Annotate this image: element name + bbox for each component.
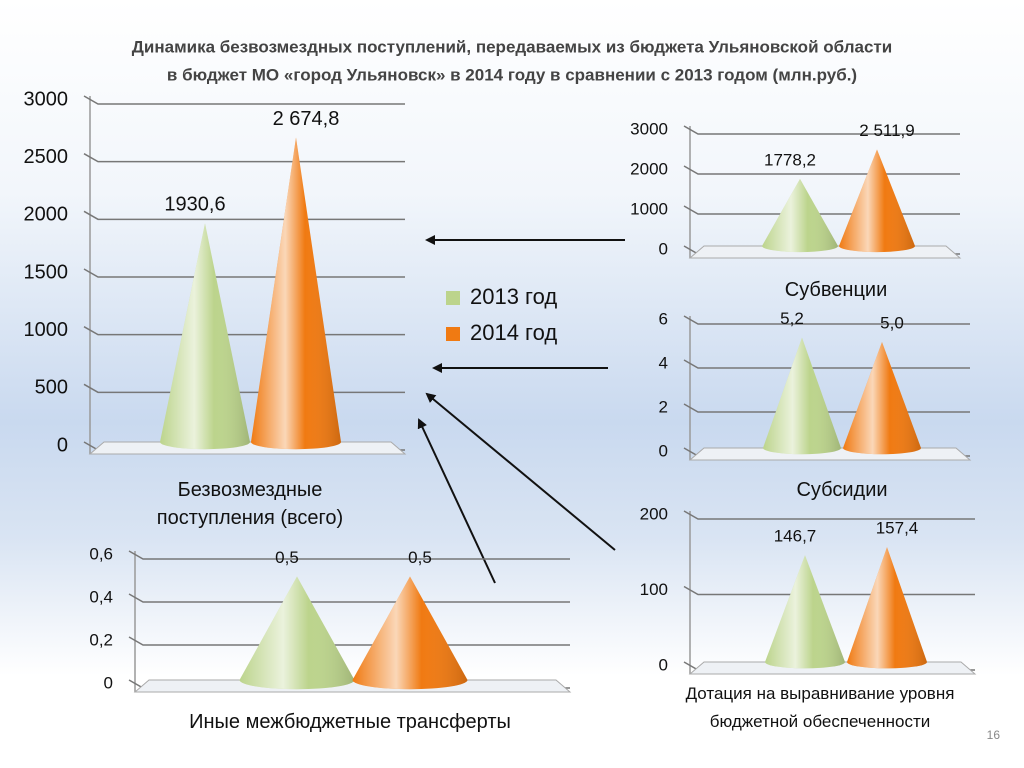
cone-highlight [765,555,845,669]
chart-title: Субсидии [796,479,888,501]
y-tick-label: 0 [659,655,668,674]
grid-line [83,153,405,163]
grid-line [683,359,970,369]
y-tick-label: 1000 [630,199,668,218]
cone-highlight [839,149,915,253]
grid-line [683,315,970,325]
cone-highlight [763,337,841,455]
grid-line [83,95,405,105]
value-label: 5,0 [880,313,904,332]
grid-line [683,585,975,596]
value-label: 1930,6 [164,194,225,216]
y-tick-label: 2500 [24,146,69,168]
chart-title: Субвенции [784,279,888,301]
y-tick-label: 2 [659,397,668,416]
y-tick-label: 100 [640,580,668,599]
grid-line [83,326,405,336]
cone-highlight [160,223,250,450]
value-label: 2 674,8 [273,108,340,130]
cone-highlight [251,137,341,450]
value-label: 157,4 [876,519,919,538]
cone-highlight [843,342,921,455]
grid-line [83,383,405,394]
arrow [425,392,616,551]
cone-highlight [847,547,927,669]
y-tick-label: 0 [57,434,68,456]
grid-line [683,510,975,520]
y-tick-label: 6 [659,309,668,328]
y-tick-label: 0,4 [89,587,113,606]
y-tick-label: 0,2 [89,630,113,649]
y-tick-label: 1000 [24,319,69,341]
legend-swatch [446,291,460,305]
value-label: 0,5 [275,548,299,567]
y-tick-label: 3000 [630,119,668,138]
y-tick-label: 0 [659,441,668,460]
chart-title: Безвозмездные поступления (всего) [156,479,344,529]
legend-label: 2013 год [470,284,557,309]
y-tick-label: 4 [659,353,668,372]
cone-highlight [762,178,838,253]
legend-swatch [446,327,460,341]
value-label: 0,5 [408,548,432,567]
value-label: 146,7 [774,527,817,546]
legend-label: 2014 год [470,320,557,345]
chart-title: Иные межбюджетные трансферты [189,711,511,733]
arrow [417,418,496,584]
cone-highlight [352,576,468,690]
y-tick-label: 200 [640,504,668,523]
y-tick-label: 0 [104,673,113,692]
y-tick-label: 0 [659,239,668,258]
grid-line [83,268,405,278]
y-tick-label: 3000 [24,88,69,110]
value-label: 5,2 [780,309,804,328]
title-line: Динамика безвозмездных поступлений, пере… [132,37,892,56]
chart-title: Дотация на выравнивание уровня бюджетной… [685,684,955,731]
title-line: в бюджет МО «город Ульяновск» в 2014 год… [167,65,857,84]
value-label: 1778,2 [764,150,816,169]
grid-line [683,205,960,215]
value-label: 2 511,9 [859,121,914,140]
y-tick-label: 0,6 [89,544,113,563]
arrows [417,235,625,584]
grid-line [683,165,960,175]
grid-line [128,636,570,646]
page-number: 16 [987,728,1001,742]
y-tick-label: 1500 [24,261,69,283]
y-tick-label: 2000 [630,159,668,178]
y-tick-label: 500 [35,377,68,399]
grid-line [83,210,405,221]
grid-line [128,550,570,560]
cone-highlight [239,576,355,690]
grid-line [683,125,960,135]
grid-line [128,593,570,603]
y-tick-label: 2000 [24,204,69,226]
